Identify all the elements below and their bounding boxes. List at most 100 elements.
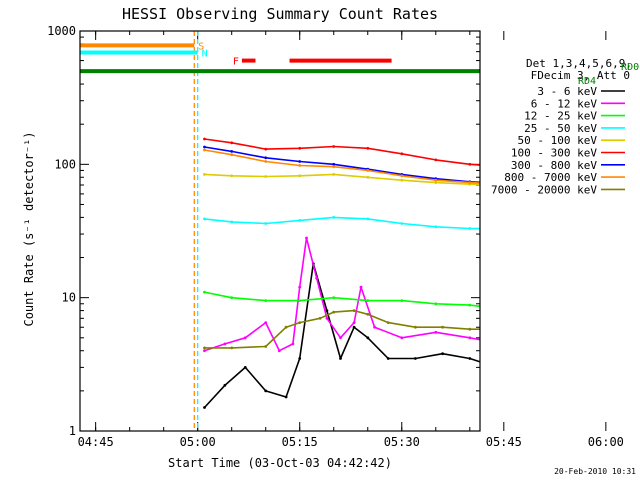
data-point <box>339 357 342 360</box>
footer-date: 20-Feb-2010 10:31 <box>554 467 636 476</box>
data-point <box>536 309 539 312</box>
data-point <box>536 326 539 329</box>
data-point <box>264 148 267 151</box>
data-point <box>605 313 608 316</box>
data-point <box>591 219 594 222</box>
data-point <box>502 343 505 346</box>
data-point <box>332 163 335 166</box>
data-point <box>230 221 233 224</box>
data-point <box>605 180 608 183</box>
data-point <box>564 321 567 324</box>
data-point <box>373 326 376 329</box>
data-point <box>203 173 206 176</box>
data-point <box>618 352 621 355</box>
data-point <box>230 296 233 299</box>
legend-label-8: 7000 - 20000 keV <box>491 183 597 196</box>
data-point <box>632 153 635 156</box>
data-point <box>434 331 437 334</box>
data-point <box>298 147 301 150</box>
data-point <box>332 311 335 314</box>
data-point <box>496 366 499 369</box>
legend-label-1: 6 - 12 keV <box>531 97 598 110</box>
data-point <box>502 308 505 311</box>
data-point <box>400 336 403 339</box>
flag-label: RD0 <box>621 62 639 73</box>
data-point <box>400 299 403 302</box>
data-point <box>577 302 580 305</box>
data-point <box>598 291 601 294</box>
data-point <box>264 299 267 302</box>
series-line-1 <box>205 238 640 431</box>
data-point <box>230 347 233 350</box>
data-point <box>400 174 403 177</box>
data-point <box>598 241 601 244</box>
data-point <box>605 239 608 242</box>
data-point <box>414 357 417 360</box>
data-point <box>584 370 587 373</box>
data-point <box>605 288 608 291</box>
data-point <box>278 349 281 352</box>
y-tick-label: 100 <box>54 157 76 171</box>
data-point <box>632 357 635 360</box>
data-point <box>502 328 505 331</box>
data-point <box>598 213 601 216</box>
data-point <box>366 313 369 316</box>
x-tick-label: 05:30 <box>384 435 420 449</box>
data-point <box>285 326 288 329</box>
series-line-8 <box>205 311 640 348</box>
y-tick-label: 1 <box>69 424 76 438</box>
x-axis-label: Start Time (03-Oct-03 04:42:42) <box>168 456 392 470</box>
data-point <box>264 390 267 393</box>
data-point <box>434 225 437 228</box>
data-point <box>434 179 437 182</box>
data-point <box>203 138 206 141</box>
data-point <box>632 177 635 180</box>
data-point <box>360 286 363 289</box>
data-point <box>441 326 444 329</box>
data-point <box>468 336 471 339</box>
data-point <box>366 147 369 150</box>
data-point <box>536 343 539 346</box>
data-point <box>618 209 621 212</box>
data-point <box>591 309 594 312</box>
data-point <box>625 180 628 183</box>
data-point <box>353 321 356 324</box>
data-point <box>264 160 267 163</box>
series-line-2 <box>205 292 640 325</box>
data-point <box>502 227 505 230</box>
data-point <box>366 218 369 221</box>
data-point <box>285 396 288 399</box>
data-point <box>366 299 369 302</box>
data-point <box>230 150 233 153</box>
data-point <box>353 309 356 312</box>
flag-label: N <box>202 48 208 59</box>
data-point <box>332 145 335 148</box>
data-point <box>468 328 471 331</box>
data-point <box>605 216 608 219</box>
x-tick-label: 05:00 <box>180 435 216 449</box>
data-point <box>366 336 369 339</box>
legend-label-0: 3 - 6 keV <box>537 85 597 98</box>
data-point <box>434 159 437 162</box>
data-point <box>605 349 608 352</box>
data-point <box>618 286 621 289</box>
data-point <box>224 343 227 346</box>
data-point <box>224 384 227 387</box>
data-point <box>625 229 628 232</box>
data-point <box>611 321 614 324</box>
data-point <box>203 218 206 221</box>
data-point <box>441 352 444 355</box>
data-point <box>332 216 335 219</box>
data-point <box>264 345 267 348</box>
data-point <box>298 286 301 289</box>
data-point <box>298 164 301 167</box>
chart-title: HESSI Observing Summary Count Rates <box>122 5 438 23</box>
data-point <box>502 165 505 168</box>
data-point <box>298 174 301 177</box>
legend-label-4: 50 - 100 keV <box>518 134 598 147</box>
data-point <box>264 156 267 159</box>
data-point <box>400 179 403 182</box>
data-point <box>298 160 301 163</box>
data-point <box>618 315 621 318</box>
data-point <box>315 277 318 280</box>
